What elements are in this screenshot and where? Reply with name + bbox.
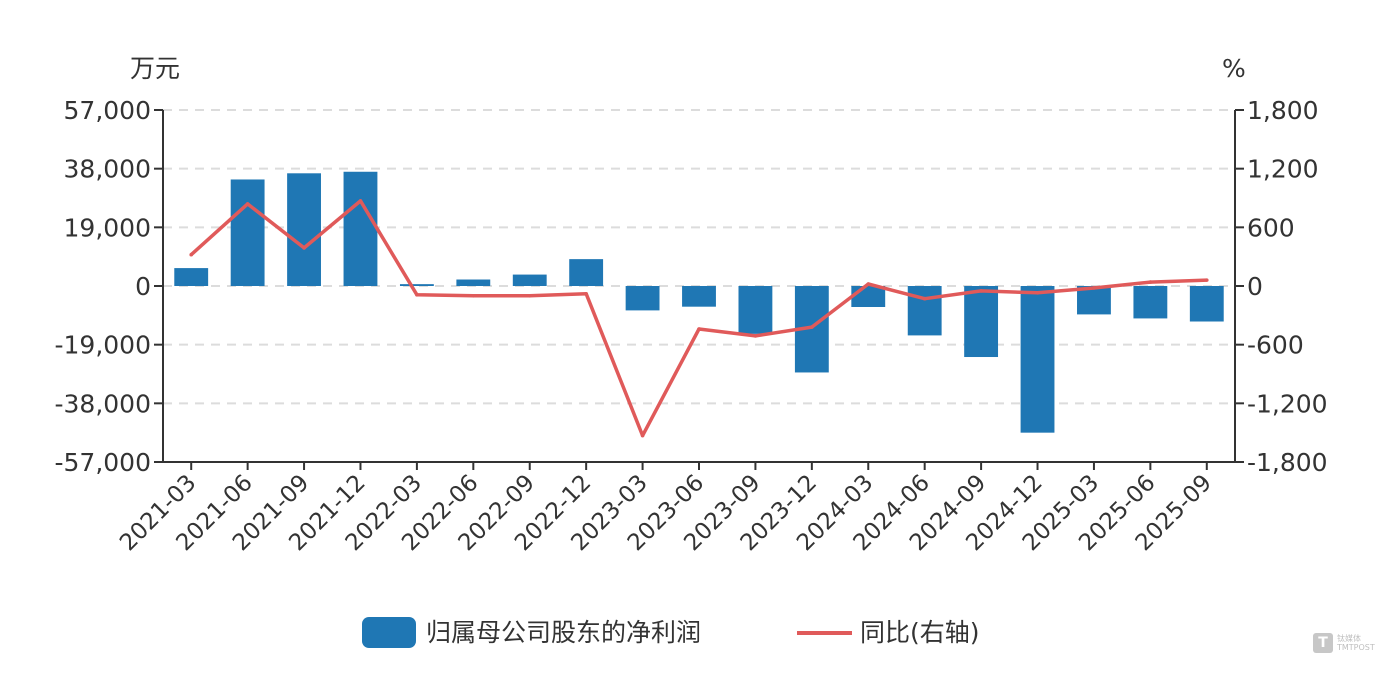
watermark-text: 钛媒体 TMTPOST (1337, 634, 1375, 652)
yoy-point-2021-03 (189, 252, 194, 257)
bar-2022-12 (569, 259, 604, 286)
legend-bar-label[interactable]: 归属母公司股东的净利润 (426, 618, 701, 647)
yoy-point-2025-03 (1092, 286, 1096, 290)
bar-2023-09 (738, 286, 773, 334)
yoy-point-2024-12 (1035, 291, 1040, 295)
bar-2025-03 (1077, 286, 1111, 315)
yoy-point-2022-06 (471, 293, 476, 298)
yoy-point-2022-12 (584, 292, 588, 296)
yoy-point-2022-09 (527, 293, 532, 298)
bar-2022-03 (399, 284, 434, 286)
yoy-point-2021-12 (358, 199, 363, 203)
left-axis-tick-label: -57,000 (55, 448, 152, 477)
bar-2024-03 (851, 286, 886, 307)
bar-2023-06 (682, 286, 716, 307)
left-axis-unit: 万元 (130, 54, 180, 83)
line-series (189, 199, 1209, 438)
bar-2024-06 (907, 286, 942, 336)
axis-layer: 57,000 1,800 38,000 1,200 19,000 600 0 0 -19,000… (55, 96, 1328, 556)
yoy-point-2024-09 (979, 289, 983, 293)
right-axis-unit: % (1222, 54, 1246, 83)
bar-2022-09 (512, 274, 547, 286)
bar-2021-12 (343, 171, 378, 286)
legend-line-label[interactable]: 同比(右轴) (860, 618, 980, 647)
bar-2022-06 (456, 279, 491, 286)
legend: 归属母公司股东的净利润 同比(右轴) (362, 617, 980, 648)
yoy-point-2022-03 (415, 293, 419, 297)
left-axis-tick-label: 19,000 (64, 213, 151, 242)
right-axis-tick-label: 1,200 (1247, 155, 1319, 184)
right-axis-tick-label: -600 (1247, 331, 1304, 360)
left-axis-tick-label: -19,000 (55, 331, 152, 360)
watermark-text-cn: 钛媒体 (1337, 634, 1361, 643)
right-axis-tick-label: 1,800 (1247, 96, 1319, 125)
bar-2024-12 (1020, 286, 1055, 433)
right-axis-tick-label: 0 (1247, 272, 1263, 301)
yoy-point-2023-03 (640, 433, 645, 438)
left-axis-tick-label: 57,000 (64, 96, 151, 125)
yoy-point-2023-06 (697, 327, 701, 331)
bar-2021-09 (287, 173, 321, 286)
yoy-line (190, 199, 1207, 438)
yoy-point-2023-12 (810, 325, 814, 329)
watermark: T 钛媒体 TMTPOST (1313, 631, 1377, 655)
left-axis-tick-label: -38,000 (55, 389, 152, 418)
bar-2021-06 (230, 179, 265, 286)
right-axis-tick-label: -1,800 (1247, 448, 1328, 477)
bar-2024-09 (964, 286, 999, 358)
bar-2025-06 (1133, 286, 1168, 319)
yoy-point-2021-09 (302, 246, 306, 250)
yoy-point-2024-03 (866, 282, 871, 286)
yoy-point-2024-06 (922, 296, 927, 301)
left-axis-tick-label: 38,000 (64, 155, 151, 184)
bar-2023-03 (625, 286, 660, 311)
bar-2025-09 (1189, 286, 1224, 322)
legend-bar-swatch[interactable] (362, 617, 416, 648)
right-axis-tick-label: -1,200 (1247, 389, 1328, 418)
left-axis-tick-label: 0 (135, 272, 151, 301)
yoy-point-2023-09 (753, 334, 758, 338)
bar-2021-03 (174, 268, 209, 286)
right-axis-tick-label: 600 (1247, 213, 1295, 242)
watermark-text-en: TMTPOST (1337, 643, 1375, 652)
bar-series (174, 171, 1224, 433)
yoy-point-2025-06 (1148, 280, 1153, 284)
yoy-point-2021-06 (245, 202, 250, 206)
yoy-point-2025-09 (1204, 278, 1209, 282)
watermark-logo-icon: T (1313, 633, 1333, 653)
grid-layer (163, 109, 1235, 405)
